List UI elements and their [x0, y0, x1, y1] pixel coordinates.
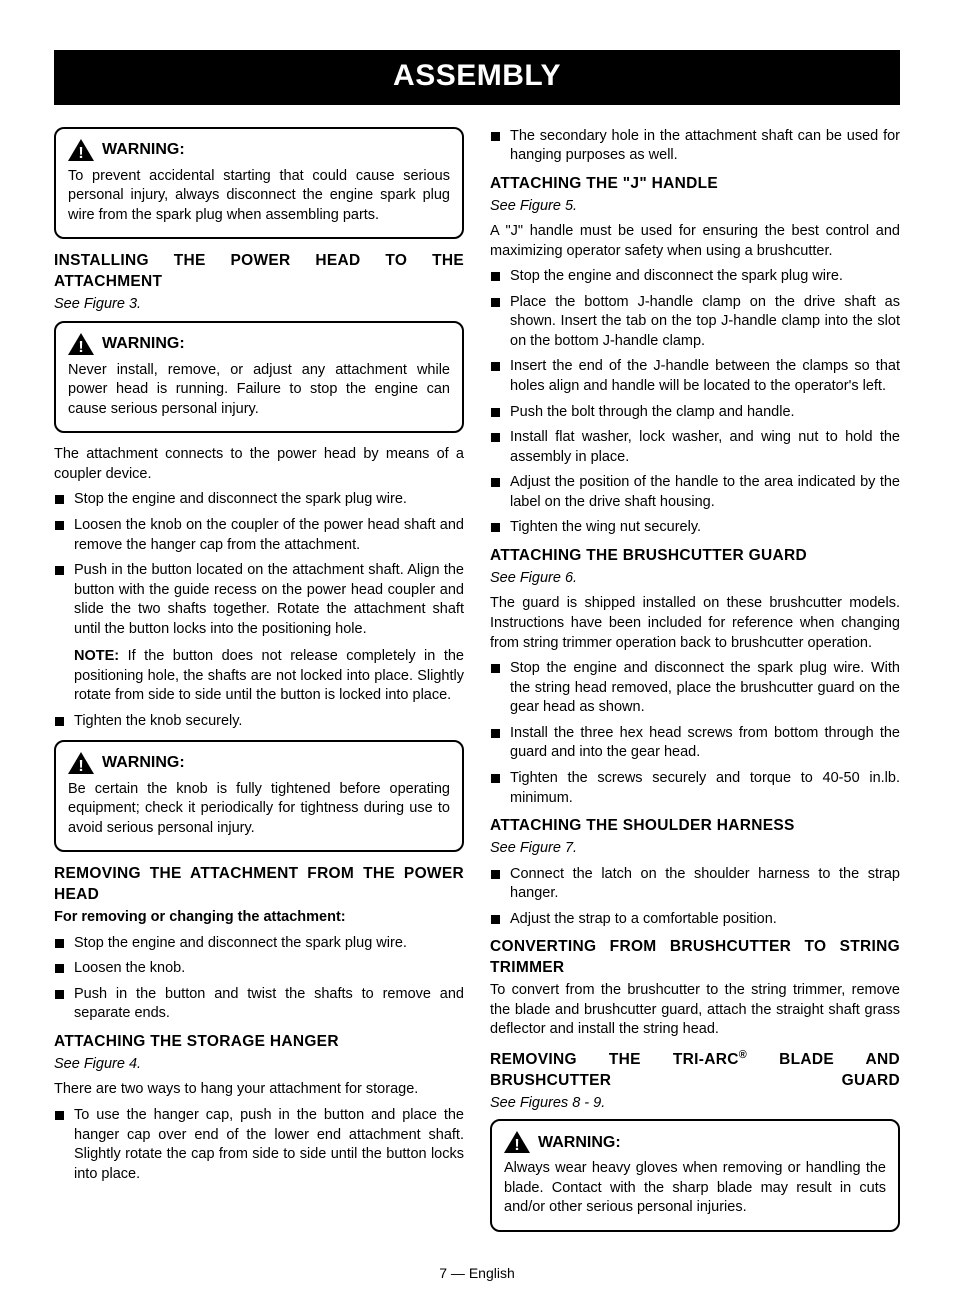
warning-label: WARNING:	[102, 139, 185, 161]
bullet-list: Connect the latch on the shoulder harnes…	[490, 865, 900, 930]
list-item: Tighten the knob securely.	[54, 712, 464, 732]
figure-ref: See Figure 5.	[490, 197, 900, 217]
bullet-list: The secondary hole in the attachment sha…	[490, 127, 900, 166]
warning-box-4: ! WARNING: Always wear heavy gloves when…	[490, 1119, 900, 1232]
list-item: Push in the button located on the attach…	[54, 561, 464, 639]
note-text: If the button does not release completel…	[74, 648, 464, 703]
svg-text:!: !	[78, 758, 83, 774]
list-item: To use the hanger cap, push in the butto…	[54, 1106, 464, 1184]
right-column: The secondary hole in the attachment sha…	[490, 127, 900, 1245]
warning-box-2: ! WARNING: Never install, remove, or adj…	[54, 321, 464, 434]
warning-text: Never install, remove, or adjust any att…	[68, 361, 450, 420]
figure-ref: See Figure 3.	[54, 295, 464, 315]
bullet-list: To use the hanger cap, push in the butto…	[54, 1106, 464, 1184]
warning-box-3: ! WARNING: Be certain the knob is fully …	[54, 740, 464, 853]
note-block: NOTE: If the button does not release com…	[54, 647, 464, 706]
figure-ref: See Figures 8 - 9.	[490, 1094, 900, 1114]
section-heading-guard: ATTACHING THE BRUSHCUTTER GUARD	[490, 546, 900, 567]
section-heading-jhandle: ATTACHING THE "J" HANDLE	[490, 174, 900, 195]
list-item: Stop the engine and disconnect the spark…	[54, 490, 464, 510]
section-heading-remove: REMOVING THE ATTACHMENT FROM THE POWER H…	[54, 864, 464, 906]
section-heading-hanger: ATTACHING THE STORAGE HANGER	[54, 1032, 464, 1053]
list-item: Adjust the strap to a comfortable positi…	[490, 910, 900, 930]
list-item: Adjust the position of the handle to the…	[490, 473, 900, 512]
list-item: Push in the button and twist the shafts …	[54, 985, 464, 1024]
list-item: Tighten the screws securely and torque t…	[490, 769, 900, 808]
note-label: NOTE:	[74, 648, 119, 664]
bullet-list: Stop the engine and disconnect the spark…	[54, 934, 464, 1024]
figure-ref: See Figure 7.	[490, 839, 900, 859]
body-paragraph: The attachment connects to the power hea…	[54, 445, 464, 484]
list-item: Tighten the wing nut securely.	[490, 518, 900, 538]
bullet-list: Tighten the knob securely.	[54, 712, 464, 732]
warning-text: To prevent accidental starting that coul…	[68, 167, 450, 226]
left-column: ! WARNING: To prevent accidental startin…	[54, 127, 464, 1245]
page-footer: 7 — English	[54, 1264, 900, 1283]
list-item: Connect the latch on the shoulder harnes…	[490, 865, 900, 904]
body-paragraph: To convert from the brushcutter to the s…	[490, 981, 900, 1040]
body-paragraph: There are two ways to hang your attachme…	[54, 1080, 464, 1100]
warning-box-1: ! WARNING: To prevent accidental startin…	[54, 127, 464, 240]
section-heading-harness: ATTACHING THE SHOULDER HARNESS	[490, 816, 900, 837]
list-item: Loosen the knob.	[54, 959, 464, 979]
bullet-list: Stop the engine and disconnect the spark…	[490, 267, 900, 538]
body-paragraph: A "J" handle must be used for ensuring t…	[490, 222, 900, 261]
warning-triangle-icon: !	[504, 1131, 530, 1153]
heading-part-a: REMOVING THE TRI-ARC	[490, 1051, 739, 1068]
subheading: For removing or changing the attachment:	[54, 908, 464, 928]
list-item: Loosen the knob on the coupler of the po…	[54, 516, 464, 555]
warning-label: WARNING:	[102, 752, 185, 774]
list-item: Stop the engine and disconnect the spark…	[490, 267, 900, 287]
list-item: Insert the end of the J-handle between t…	[490, 357, 900, 396]
list-item: Place the bottom J-handle clamp on the d…	[490, 293, 900, 352]
warning-triangle-icon: !	[68, 333, 94, 355]
warning-triangle-icon: !	[68, 752, 94, 774]
svg-text:!: !	[514, 1137, 519, 1153]
body-paragraph: The guard is shipped installed on these …	[490, 594, 900, 653]
section-heading-convert: CONVERTING FROM BRUSHCUTTER TO STRING TR…	[490, 937, 900, 979]
section-heading-install: INSTALLING THE POWER HEAD TO THE ATTACHM…	[54, 251, 464, 293]
svg-text:!: !	[78, 339, 83, 355]
list-item: Install the three hex head screws from b…	[490, 724, 900, 763]
figure-ref: See Figure 6.	[490, 569, 900, 589]
list-item: Stop the engine and disconnect the spark…	[490, 659, 900, 718]
figure-ref: See Figure 4.	[54, 1055, 464, 1075]
two-column-layout: ! WARNING: To prevent accidental startin…	[54, 127, 900, 1245]
warning-triangle-icon: !	[68, 139, 94, 161]
warning-text: Always wear heavy gloves when removing o…	[504, 1159, 886, 1218]
bullet-list: Stop the engine and disconnect the spark…	[54, 490, 464, 639]
warning-label: WARNING:	[102, 333, 185, 355]
list-item: Stop the engine and disconnect the spark…	[54, 934, 464, 954]
warning-label: WARNING:	[538, 1132, 621, 1154]
section-heading-triarc: REMOVING THE TRI-ARC® BLADE AND BRUSHCUT…	[490, 1048, 900, 1092]
registered-mark: ®	[739, 1049, 747, 1061]
page-banner: ASSEMBLY	[54, 50, 900, 105]
list-item: Push the bolt through the clamp and hand…	[490, 403, 900, 423]
warning-text: Be certain the knob is fully tightened b…	[68, 780, 450, 839]
bullet-list: Stop the engine and disconnect the spark…	[490, 659, 900, 808]
list-item: Install flat washer, lock washer, and wi…	[490, 428, 900, 467]
svg-text:!: !	[78, 145, 83, 161]
list-item: The secondary hole in the attachment sha…	[490, 127, 900, 166]
